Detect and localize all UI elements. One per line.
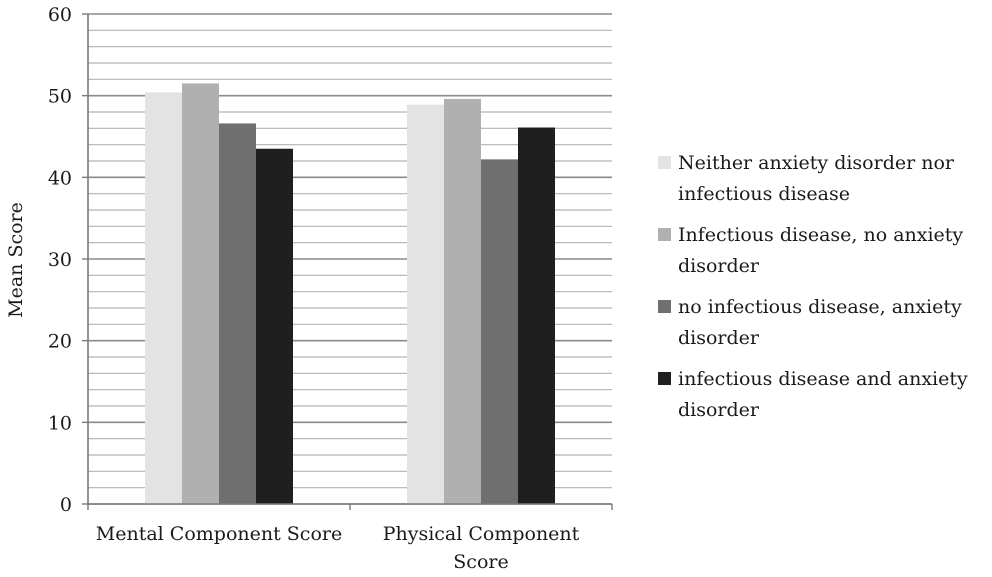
bar-chart: 0 10 20 30 40 50 60 Mental Component Score Phys… — [5, 4, 613, 573]
y-axis-label: Mean Score — [5, 202, 27, 318]
bar — [518, 127, 555, 505]
x-tick-label: Physical Component Score — [383, 523, 580, 573]
legend-item: infectious disease and anxiety disorder — [658, 364, 988, 426]
x-tick-labels: Mental Component Score Physical Component… — [96, 523, 580, 573]
bar — [444, 98, 481, 504]
legend-swatch — [658, 228, 671, 241]
y-tick-label: 10 — [48, 412, 72, 434]
y-tick-label: 60 — [48, 4, 72, 26]
bar — [219, 123, 256, 504]
legend-item: Infectious disease, no anxiety disorder — [658, 220, 988, 282]
y-tick-labels: 0 10 20 30 40 50 60 — [48, 4, 72, 516]
y-tick-label: 40 — [48, 167, 72, 189]
legend-item: Neither anxiety disorder nor infectious … — [658, 148, 988, 210]
legend-label: Neither anxiety disorder nor infectious … — [678, 152, 954, 205]
legend-swatch — [658, 300, 671, 313]
bar — [256, 148, 293, 504]
legend-label: Infectious disease, no anxiety disorder — [678, 224, 964, 277]
x-tick-label: Mental Component Score — [96, 523, 342, 545]
y-tick-label: 0 — [60, 494, 72, 516]
bar — [481, 159, 518, 504]
y-tick-label: 20 — [48, 331, 72, 353]
bar — [407, 104, 444, 505]
legend-item: no infectious disease, anxiety disorder — [658, 292, 988, 354]
y-tick-label: 30 — [48, 249, 72, 271]
legend: Neither anxiety disorder nor infectious … — [658, 148, 988, 436]
bars — [145, 83, 555, 505]
legend-swatch — [658, 156, 671, 169]
legend-label: infectious disease and anxiety disorder — [678, 368, 968, 421]
legend-swatch — [658, 372, 671, 385]
bar — [182, 83, 219, 505]
legend-label: no infectious disease, anxiety disorder — [678, 296, 962, 349]
axes — [82, 13, 613, 510]
bar — [145, 92, 182, 505]
y-tick-label: 50 — [48, 86, 72, 108]
